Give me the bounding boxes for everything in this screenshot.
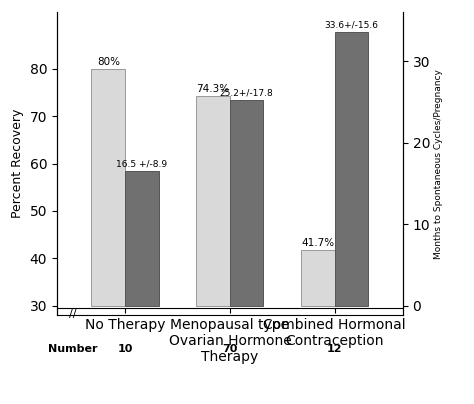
Y-axis label: Percent Recovery: Percent Recovery — [11, 109, 24, 218]
Bar — [125, 171, 159, 306]
Text: //: // — [69, 309, 76, 320]
Text: 33.6+/-15.6: 33.6+/-15.6 — [325, 20, 379, 29]
Text: 10: 10 — [118, 343, 133, 354]
Text: 16.5 +/-8.9: 16.5 +/-8.9 — [116, 160, 167, 169]
Bar — [335, 32, 368, 306]
Bar — [91, 69, 125, 306]
Text: 70: 70 — [222, 343, 237, 354]
Text: 74.3%: 74.3% — [197, 84, 230, 94]
Y-axis label: Months to Spontaneous Cycles/Pregnancy: Months to Spontaneous Cycles/Pregnancy — [434, 69, 443, 259]
Text: Number: Number — [48, 343, 97, 354]
Text: 25.2+/-17.8: 25.2+/-17.8 — [220, 89, 273, 98]
Bar — [301, 250, 335, 306]
Text: 12: 12 — [327, 343, 343, 354]
Bar — [196, 96, 230, 306]
Text: 80%: 80% — [97, 57, 120, 67]
Text: 41.7%: 41.7% — [301, 238, 335, 248]
Bar — [230, 100, 264, 306]
